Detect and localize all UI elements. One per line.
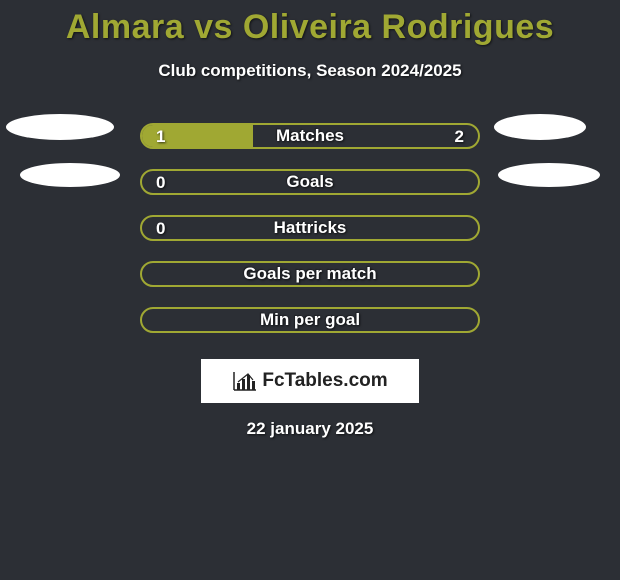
brand-text: FcTables.com <box>262 370 387 392</box>
stat-bar-matches: 1 Matches 2 <box>140 123 480 149</box>
date-text: 22 january 2025 <box>0 419 620 439</box>
page-title: Almara vs Oliveira Rodrigues <box>0 0 620 47</box>
stat-row: Min per goal <box>0 297 620 343</box>
stat-row: Goals per match <box>0 251 620 297</box>
brand-logo-box: FcTables.com <box>201 359 419 403</box>
stat-value-left: 0 <box>156 173 165 193</box>
stat-value-left: 0 <box>156 219 165 239</box>
bar-chart-icon <box>232 370 258 392</box>
subtitle: Club competitions, Season 2024/2025 <box>0 61 620 81</box>
comparison-area: 1 Matches 2 0 Goals 0 Hattricks Goals pe… <box>0 113 620 439</box>
stat-label: Hattricks <box>142 217 478 239</box>
stat-label: Goals <box>142 171 478 193</box>
stat-row: 0 Hattricks <box>0 205 620 251</box>
bar-fill-left <box>142 125 253 147</box>
stat-row: 1 Matches 2 <box>0 113 620 159</box>
stat-bar-goals: 0 Goals <box>140 169 480 195</box>
stat-value-right: 2 <box>455 127 464 147</box>
stat-bar-min-per-goal: Min per goal <box>140 307 480 333</box>
stat-bar-hattricks: 0 Hattricks <box>140 215 480 241</box>
stat-label: Goals per match <box>142 263 478 285</box>
stat-row: 0 Goals <box>0 159 620 205</box>
stat-bar-goals-per-match: Goals per match <box>140 261 480 287</box>
stat-label: Min per goal <box>142 309 478 331</box>
